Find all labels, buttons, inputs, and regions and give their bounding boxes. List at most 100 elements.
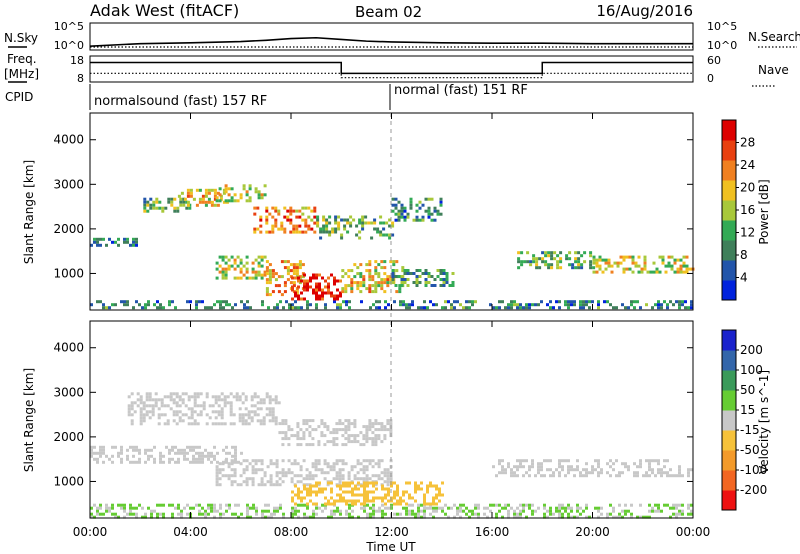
power-cells-cell-13 (577, 257, 581, 261)
vel-cells-cell-4 (227, 477, 231, 481)
power-cells-cell-0 (378, 306, 381, 310)
power-cells-cell-1 (143, 209, 147, 213)
power-cells-cell-14 (661, 255, 665, 259)
vel-cells-cell-6 (504, 471, 507, 475)
power-cells-cell-5 (325, 224, 329, 228)
power-cells-cell-2 (216, 203, 220, 207)
power-cells-cell-13 (577, 251, 581, 255)
vel-cells-cell-0 (294, 506, 297, 510)
power-cells-cell-14 (595, 270, 599, 274)
power-cells-cell-8 (251, 267, 255, 271)
vel-cells-cell-4 (260, 483, 264, 487)
power-cells-cell-3 (218, 193, 222, 197)
vel-cells-cell-2 (374, 443, 378, 447)
power-cells-cell-5 (355, 224, 359, 228)
nave-ytick-top: 60 (707, 54, 721, 67)
vel-cells-cell-4 (290, 462, 294, 466)
vel-cells-cell-5 (381, 499, 384, 503)
power-cells-cell-4 (265, 206, 269, 210)
power-cells-cell-12 (430, 284, 434, 287)
power-cells-cell-6 (439, 203, 443, 207)
power-cells-cell-0 (645, 303, 648, 307)
vel-cells-cell-2 (290, 434, 294, 438)
power-cells-cell-4 (310, 218, 314, 222)
power-cells-cell-0 (570, 300, 573, 304)
vel-cells-cell-4 (323, 471, 327, 475)
vel-cells-cell-3 (234, 451, 237, 455)
vel-cells-cell-0 (264, 503, 267, 507)
power-cells-cell-0 (681, 303, 684, 307)
power-cells-cell-14 (631, 270, 635, 274)
vel-cells-cell-5 (342, 481, 345, 485)
vel-cells-cell-1 (241, 413, 245, 417)
vel-cells-cell-6 (501, 459, 504, 463)
vel-cells-cell-6 (507, 465, 510, 469)
vel-cells-cell-4 (305, 477, 309, 481)
vel-cells-cell-0 (576, 506, 579, 510)
vel-cells-cell-4 (386, 471, 390, 475)
vel-cells-cell-6 (546, 468, 549, 472)
vel-cells-cell-4 (260, 462, 264, 466)
power-cells-cell-2 (198, 188, 202, 192)
power-cells-cell-9 (274, 284, 278, 288)
power-cells-cell-12 (412, 272, 416, 275)
vel-cells-cell-5 (381, 496, 384, 500)
vel-cells-cell-6 (522, 459, 525, 463)
power-cells-cell-6 (397, 200, 401, 204)
vel-cells-cell-2 (383, 437, 387, 441)
power-cells-cell-11 (383, 278, 387, 282)
power-cells-cell-0 (384, 306, 387, 310)
vel-cells-cell-0 (375, 509, 378, 513)
power-cells-cell-0 (261, 300, 264, 304)
power-cells-cell-13 (541, 251, 545, 255)
vel-cells-cell-6 (624, 465, 627, 469)
vel-cells-cell-5 (363, 484, 366, 488)
vel-cells-cell-5 (417, 484, 420, 488)
power-cells-cell-8 (257, 270, 261, 274)
vel-cells-cell-3 (225, 445, 228, 449)
power-cells-cell-1 (149, 206, 153, 210)
power-cells-cell-4 (253, 227, 257, 231)
vel-cells-cell-5 (405, 490, 408, 494)
power-cells-cell-12 (442, 272, 446, 275)
power-cells-cell-10 (309, 285, 312, 289)
power-cells-cell-5 (340, 236, 344, 240)
vel-cells-cell-1 (229, 422, 233, 426)
vel-cells-cell-4 (314, 474, 318, 478)
power-cells-cell-4 (307, 227, 311, 231)
vel-cells-cell-5 (336, 484, 339, 488)
vel-cells-cell-0 (615, 515, 618, 519)
vel-cells-cell-1 (142, 404, 146, 408)
vel-cells-cell-0 (348, 512, 351, 516)
power-cells-cell-0 (663, 300, 666, 304)
power-cells-cell-0 (525, 306, 528, 310)
power-cells-cell-9 (265, 269, 269, 273)
vel-cells-cell-0 (207, 503, 210, 507)
vel-cells-cell-3 (213, 457, 216, 461)
power-cells-cell-13 (520, 263, 524, 267)
vel-cells-cell-1 (160, 398, 164, 402)
power-cells-cell-3 (230, 196, 234, 200)
power-cells-cell-5 (361, 224, 365, 228)
velocity-colorbar-swatch-2 (722, 450, 736, 471)
power-cells-cell-0 (684, 300, 687, 304)
vel-cells-cell-0 (216, 509, 219, 513)
power-cells-cell-0 (690, 306, 693, 310)
power-cells-cell-0 (534, 303, 537, 307)
vel-cells-cell-1 (265, 392, 269, 396)
power-cells-cell-0 (567, 300, 570, 304)
vel-cells-cell-2 (362, 437, 366, 441)
power-cells-cell-10 (300, 279, 303, 283)
vel-cells-cell-1 (175, 410, 179, 414)
vel-cells-cell-0 (120, 506, 123, 510)
power-cells-cell-4 (295, 215, 299, 219)
vel-cells-cell-6 (561, 459, 564, 463)
vel-cells-cell-0 (621, 509, 624, 513)
power-cells-cell-8 (218, 270, 222, 274)
power-cells-cell-14 (598, 264, 602, 268)
vel-cells-cell-0 (558, 509, 561, 513)
vel-cells-cell-1 (220, 422, 224, 426)
vel-cells-cell-4 (377, 459, 381, 463)
power-cells-cell-13 (535, 266, 539, 270)
